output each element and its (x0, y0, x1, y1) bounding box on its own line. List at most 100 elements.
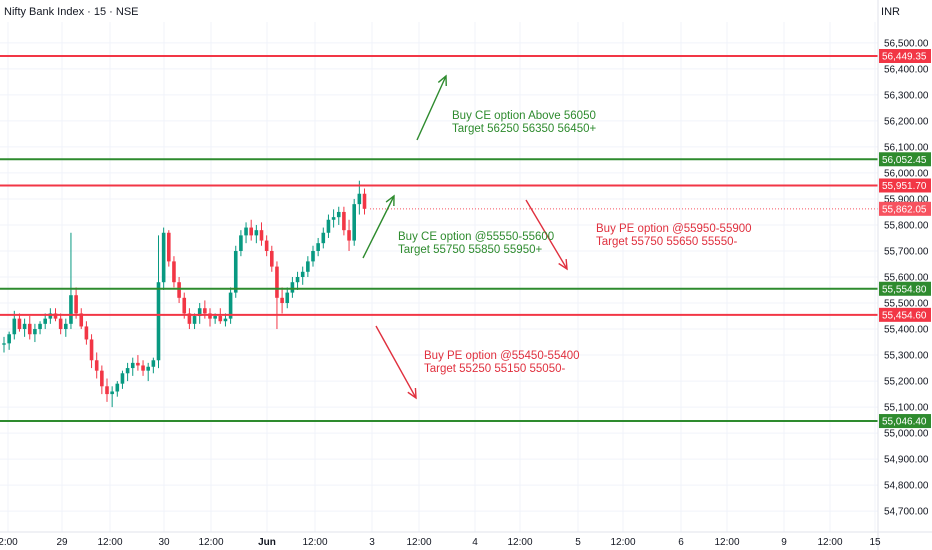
level-price-tag (879, 48, 931, 63)
candle-body (84, 326, 89, 340)
time-tick-label: 12:00 (714, 537, 739, 548)
annotation-line: Buy PE option @55950-55900 (596, 223, 752, 235)
candle-body (27, 323, 32, 335)
arrow-head (407, 387, 417, 400)
candle (326, 214, 331, 238)
time-tick-label: 9 (781, 537, 787, 548)
candle (244, 222, 248, 244)
candle (259, 222, 264, 246)
candle (22, 318, 27, 337)
price-tick-label: 55,100.00 (884, 403, 929, 414)
price-tick-label: 56,500.00 (884, 38, 929, 49)
candle-body (74, 295, 78, 314)
candle (100, 365, 104, 395)
time-tick-label: 29 (56, 537, 68, 548)
candle-body (264, 240, 269, 251)
candle-body (342, 211, 346, 231)
candle-body (300, 271, 305, 277)
candle-body (141, 365, 145, 371)
chart-title: Nifty Bank Index · 15 · NSE (4, 6, 139, 18)
candle-body (125, 368, 130, 374)
trend-arrow (362, 194, 395, 259)
price-tick-label: 56,400.00 (884, 64, 929, 75)
candle-body (161, 232, 166, 283)
arrow-head (558, 258, 568, 271)
price-tick-label: 55,800.00 (884, 220, 929, 231)
price-levels (0, 54, 878, 423)
candle-body (115, 383, 120, 392)
level-price-tag (879, 414, 931, 429)
candle (285, 287, 290, 309)
arrow-shaft (362, 195, 395, 259)
candle-body (120, 373, 125, 384)
candle (146, 362, 150, 382)
candle (136, 355, 140, 371)
candle (280, 287, 284, 314)
candle (295, 271, 300, 291)
candle (233, 245, 238, 298)
trend-arrow (525, 199, 568, 271)
candle-body (187, 313, 192, 324)
candle (321, 227, 326, 249)
candle (120, 370, 125, 389)
time-tick-label: 4 (472, 537, 478, 548)
candle (130, 357, 135, 376)
candle-body (362, 193, 367, 209)
price-tick-label: 55,500.00 (884, 299, 929, 310)
candle-body (69, 295, 73, 324)
level-price-tag (879, 307, 931, 322)
price-tick-label: 55,700.00 (884, 246, 929, 257)
level-price-tag (879, 281, 931, 296)
candle (342, 206, 346, 236)
time-tick-label: 30 (158, 537, 170, 548)
last-price-label: 55,862.05 (882, 204, 927, 215)
candle (362, 188, 367, 215)
candle (352, 198, 356, 246)
candle (290, 277, 295, 298)
annotation-line: Buy CE option Above 56050 (452, 110, 596, 122)
candle (74, 287, 78, 319)
candle-body (38, 323, 42, 330)
time-axis: 2:00 29 12:00 30 12:00 Jun 12:00 3 12:00 4 12:00 5 1… (0, 531, 932, 548)
candle-body (64, 323, 68, 330)
candle (79, 308, 84, 330)
candle (172, 256, 176, 288)
annotation-line: Buy CE option @55550-55600 (398, 231, 554, 243)
time-tick-label: 6 (678, 537, 684, 548)
trend-arrow (375, 325, 417, 400)
candle-body (172, 261, 176, 283)
candle-body (259, 230, 264, 241)
price-tick-label: 56,100.00 (884, 142, 929, 153)
price-tick-label: 55,300.00 (884, 351, 929, 362)
time-tick-label: 12:00 (507, 537, 532, 548)
candle (2, 336, 6, 353)
candle-body (130, 362, 135, 369)
candle-body (79, 313, 84, 327)
candle (311, 245, 315, 267)
arrow-head (385, 194, 395, 207)
price-tick-label: 56,300.00 (884, 90, 929, 101)
level-price-label: 55,046.40 (882, 417, 927, 428)
price-tick-label: 54,900.00 (884, 455, 929, 466)
candle-body (58, 318, 63, 330)
candle-body (48, 313, 53, 319)
candle (228, 287, 233, 324)
annotation-text: Buy CE option @55550-55600 Target 55750 5… (398, 231, 554, 256)
candle (254, 224, 259, 244)
arrow-head (437, 74, 447, 87)
grid (0, 22, 878, 532)
candle (249, 219, 253, 241)
price-tick-label: 54,800.00 (884, 481, 929, 492)
candle (208, 308, 212, 327)
trend-arrow (416, 74, 447, 141)
time-tick-label: Jun (258, 537, 276, 548)
candle-body (254, 230, 259, 236)
candle-body (290, 282, 295, 293)
candle-body (326, 219, 331, 233)
candle-body (43, 318, 47, 324)
time-tick-label: 12:00 (97, 537, 122, 548)
time-tick-label: 12:00 (610, 537, 635, 548)
candle-body (352, 204, 356, 241)
candle (105, 378, 109, 402)
